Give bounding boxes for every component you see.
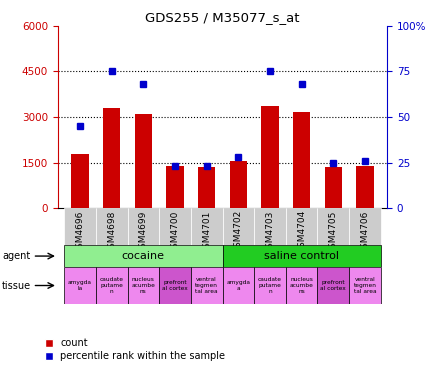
Text: amygda
a: amygda a: [227, 280, 251, 291]
Bar: [96, 267, 128, 304]
Legend: count, percentile rank within the sample: count, percentile rank within the sample: [45, 338, 226, 361]
Text: tissue: tissue: [2, 280, 31, 291]
Bar: [64, 208, 96, 245]
Text: ventral
tegmen
tal area: ventral tegmen tal area: [195, 277, 218, 294]
Text: caudate
putame
n: caudate putame n: [258, 277, 282, 294]
Bar: [286, 208, 317, 245]
Bar: [191, 267, 222, 304]
Bar: [317, 267, 349, 304]
Text: prefront
al cortex: prefront al cortex: [320, 280, 346, 291]
Text: GSM4705: GSM4705: [329, 210, 338, 254]
Bar: [230, 161, 247, 208]
Bar: [254, 208, 286, 245]
Bar: [222, 208, 254, 245]
Bar: [96, 208, 128, 245]
Text: caudate
putame
n: caudate putame n: [100, 277, 124, 294]
Text: ventral
tegmen
tal area: ventral tegmen tal area: [353, 277, 376, 294]
Bar: [159, 208, 191, 245]
Bar: [349, 208, 381, 245]
Bar: [198, 167, 215, 208]
Text: GSM4700: GSM4700: [170, 210, 179, 254]
Text: saline control: saline control: [264, 251, 339, 261]
Bar: [317, 208, 349, 245]
Bar: [191, 208, 222, 245]
Text: GSM4699: GSM4699: [139, 210, 148, 254]
Text: agent: agent: [2, 251, 30, 261]
Bar: [286, 267, 317, 304]
Bar: [64, 245, 222, 267]
Title: GDS255 / M35077_s_at: GDS255 / M35077_s_at: [145, 11, 300, 25]
Bar: [71, 153, 89, 208]
Bar: [222, 267, 254, 304]
Bar: [356, 166, 374, 208]
Bar: [128, 208, 159, 245]
Bar: [159, 267, 191, 304]
Bar: [135, 114, 152, 208]
Bar: [222, 245, 381, 267]
Bar: [64, 267, 96, 304]
Bar: [103, 108, 121, 208]
Text: prefront
al cortex: prefront al cortex: [162, 280, 188, 291]
Text: nucleus
acumbe
ns: nucleus acumbe ns: [131, 277, 155, 294]
Text: GSM4702: GSM4702: [234, 210, 243, 253]
Bar: [324, 167, 342, 208]
Text: amygda
la: amygda la: [68, 280, 92, 291]
Text: GSM4701: GSM4701: [202, 210, 211, 254]
Text: GSM4698: GSM4698: [107, 210, 116, 254]
Bar: [293, 112, 310, 208]
Text: GSM4703: GSM4703: [266, 210, 275, 254]
Bar: [261, 107, 279, 208]
Bar: [166, 166, 184, 208]
Text: GSM4696: GSM4696: [76, 210, 85, 254]
Text: GSM4706: GSM4706: [360, 210, 369, 254]
Bar: [128, 267, 159, 304]
Bar: [349, 267, 381, 304]
Text: nucleus
acumbe
ns: nucleus acumbe ns: [290, 277, 314, 294]
Text: GSM4704: GSM4704: [297, 210, 306, 253]
Bar: [254, 267, 286, 304]
Text: cocaine: cocaine: [122, 251, 165, 261]
